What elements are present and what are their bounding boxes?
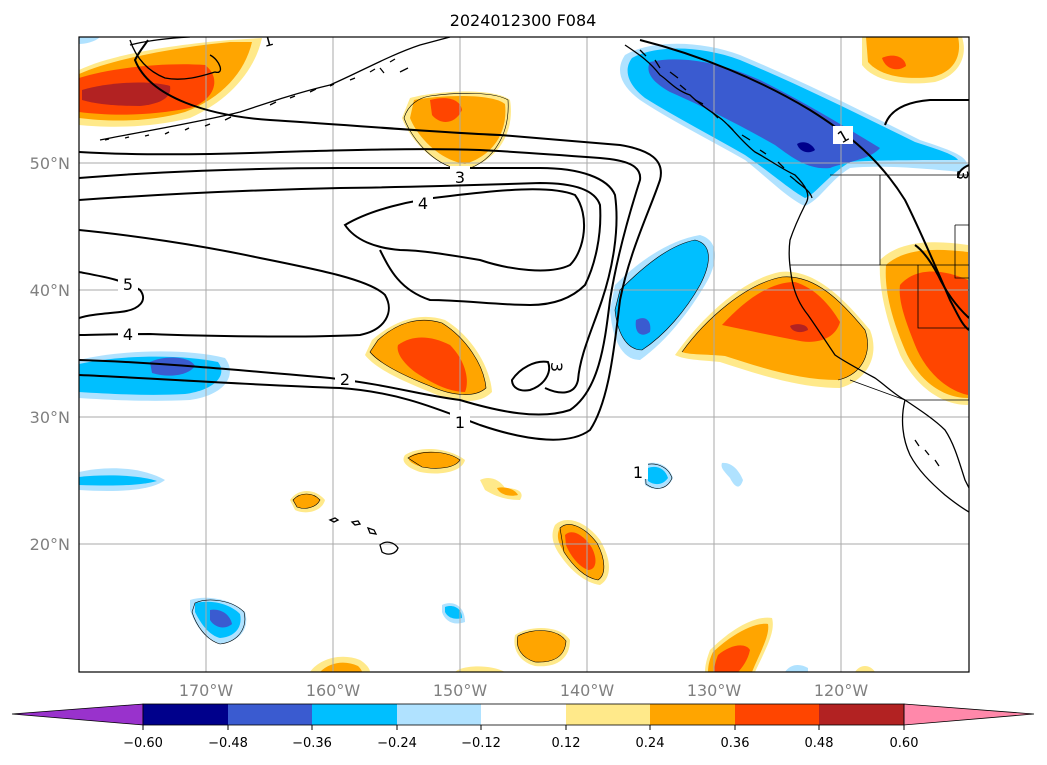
latitude-labels: 50°N 40°N 30°N 20°N — [30, 154, 70, 554]
lat-label-40n: 40°N — [30, 281, 70, 300]
lon-label-160w: 160°W — [306, 681, 361, 700]
contour-label-1-south: 1 — [455, 413, 465, 432]
colorbar-tick-label: −0.48 — [208, 736, 248, 751]
colorbar-bin — [650, 704, 735, 725]
anomaly-shading — [79, 37, 968, 672]
lat-label-30n: 30°N — [30, 408, 70, 427]
colorbar-tick-label: 0.48 — [805, 736, 834, 751]
contour-label-1-north: 1 — [261, 30, 276, 51]
map-area: 3 4 5 4 2 1 3 1 1 1 3 — [79, 30, 972, 672]
contour-label-4-west: 4 — [123, 325, 133, 344]
colorbar-tick-label: 0.36 — [721, 736, 750, 751]
colorbar-tick-label: 0.24 — [636, 736, 665, 751]
contour-label-4: 4 — [418, 194, 428, 213]
colorbar-bin — [735, 704, 819, 725]
colorbar-bin — [397, 704, 481, 725]
colorbar: −0.60 −0.48 −0.36 −0.24 −0.12 0.12 0.24 … — [11, 703, 1035, 751]
colorbar-tick-label: −0.24 — [377, 736, 417, 751]
colorbar-bin — [819, 704, 904, 725]
colorbar-tick-label: −0.12 — [461, 736, 501, 751]
lon-label-170w: 170°W — [179, 681, 234, 700]
colorbar-bin — [481, 704, 566, 725]
map-frame — [78, 36, 970, 673]
colorbar-bin — [566, 704, 650, 725]
contour-label-1-small: 1 — [633, 463, 643, 482]
lat-label-50n: 50°N — [30, 154, 70, 173]
colorbar-bin — [228, 704, 312, 725]
contour-lines — [79, 39, 969, 476]
contour-label-3-east: 3 — [953, 170, 972, 180]
lon-label-120w: 120°W — [814, 681, 869, 700]
contour-label-5: 5 — [123, 275, 133, 294]
colorbar-extend-right — [903, 703, 1035, 726]
lon-label-130w: 130°W — [687, 681, 742, 700]
coastlines — [99, 37, 969, 555]
lon-label-150w: 150°W — [433, 681, 488, 700]
colorbar-tick-label: 0.12 — [552, 736, 581, 751]
colorbar-bin — [312, 704, 397, 725]
colorbar-extend-left — [11, 703, 144, 726]
contour-label-3: 3 — [455, 168, 465, 187]
colorbar-tick-label: −0.60 — [123, 736, 163, 751]
contour-label-3-loop: 3 — [547, 362, 566, 372]
map-title: 2024012300 F084 — [450, 11, 597, 30]
colorbar-tick-label: 0.60 — [890, 736, 919, 751]
contour-label-2: 2 — [340, 370, 350, 389]
longitude-labels: 170°W 160°W 150°W 140°W 130°W 120°W — [179, 681, 869, 700]
anomaly-outlines — [191, 93, 868, 663]
contour-labels: 3 4 5 4 2 1 3 1 1 1 3 — [118, 30, 972, 482]
colorbar-bin — [143, 704, 228, 725]
lon-label-140w: 140°W — [560, 681, 615, 700]
lat-label-20n: 20°N — [30, 535, 70, 554]
colorbar-tick-label: −0.36 — [292, 736, 332, 751]
